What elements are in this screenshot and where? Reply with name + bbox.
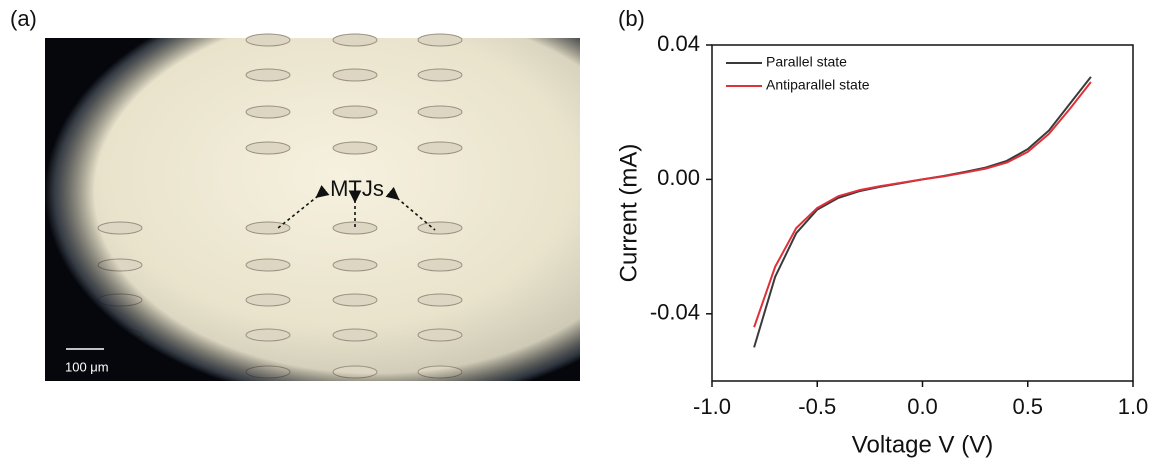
panel-label: (b) [618, 6, 645, 31]
series-line [753, 81, 1092, 328]
annotation: MTJs [330, 176, 384, 201]
scale-bar-label: 100 μm [65, 359, 109, 374]
micrograph: MTJs 100 μm [45, 33, 580, 381]
y-tick-label: -0.04 [650, 300, 700, 325]
x-tick-label: -1.0 [693, 394, 731, 419]
x-tick-label: 1.0 [1118, 394, 1149, 419]
arrow [277, 185, 330, 229]
series-line [753, 76, 1092, 348]
micrograph-vignette [45, 38, 580, 381]
x-tick-label: 0.5 [1012, 394, 1043, 419]
chart: -0.04 0.00 0.04 -1.0 -0.5 0.0 0.5 1.0 Voltage V … [615, 31, 1148, 459]
arrow [385, 186, 436, 231]
panel-label: (a) [10, 6, 37, 31]
legend-label: Parallel state [766, 54, 847, 70]
plot-frame [711, 44, 1134, 382]
x-axis-label: Voltage V (V) [852, 431, 993, 458]
x-tick-label: 0.0 [907, 394, 938, 419]
legend-label: Antiparallel state [766, 77, 870, 93]
y-axis-label: Current (mA) [615, 144, 642, 283]
y-tick-label: 0.00 [657, 165, 700, 190]
x-tick-label: -0.5 [798, 394, 836, 419]
y-tick-label: 0.04 [657, 31, 700, 56]
